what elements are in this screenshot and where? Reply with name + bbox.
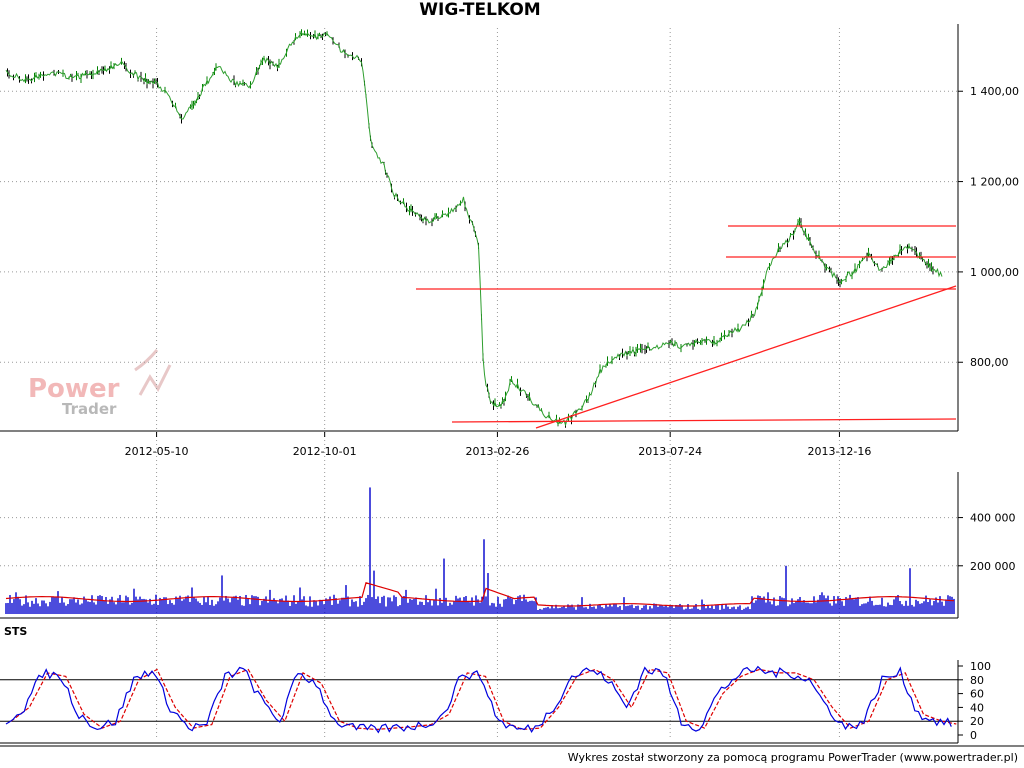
x-tick-label: 2012-10-01	[293, 445, 357, 458]
sts-label: STS	[4, 625, 28, 638]
volume-bars	[5, 487, 955, 614]
volume-average-line	[5, 582, 955, 607]
sts-y-tick-label: 40	[970, 701, 984, 714]
bottom-line	[451, 418, 957, 423]
volume-y-tick-label: 200 000	[970, 560, 1016, 573]
sts-y-tick-label: 20	[970, 715, 984, 728]
sts-d-line	[10, 668, 957, 731]
price-y-tick-label: 1 200,00	[970, 176, 1019, 189]
x-tick-label: 2013-07-24	[638, 445, 702, 458]
uptrend-line	[535, 285, 957, 429]
price-y-tick-label: 1 000,00	[970, 266, 1019, 279]
chart-title: WIG-TELKOM	[419, 0, 541, 20]
watermark-trader: Trader	[62, 400, 117, 418]
x-tick-label: 2013-02-26	[465, 445, 529, 458]
x-tick-label: 2013-12-16	[807, 445, 871, 458]
watermark-logo-icon	[134, 349, 172, 396]
watermark-power: Power	[28, 374, 120, 404]
sts-y-tick-label: 0	[970, 729, 977, 742]
sts-y-tick-label: 100	[970, 660, 991, 673]
price-y-tick-label: 1 400,00	[970, 85, 1019, 98]
price-series-line	[5, 31, 943, 427]
sts-y-tick-label: 80	[970, 674, 984, 687]
price-y-tick-label: 800,00	[970, 356, 1009, 369]
sts-y-tick-label: 60	[970, 688, 984, 701]
sts-k-line	[5, 665, 952, 734]
volume-y-tick-label: 400 000	[970, 512, 1016, 525]
footer-credit: Wykres został stworzony za pomocą progra…	[567, 751, 1018, 764]
x-tick-label: 2012-05-10	[125, 445, 189, 458]
